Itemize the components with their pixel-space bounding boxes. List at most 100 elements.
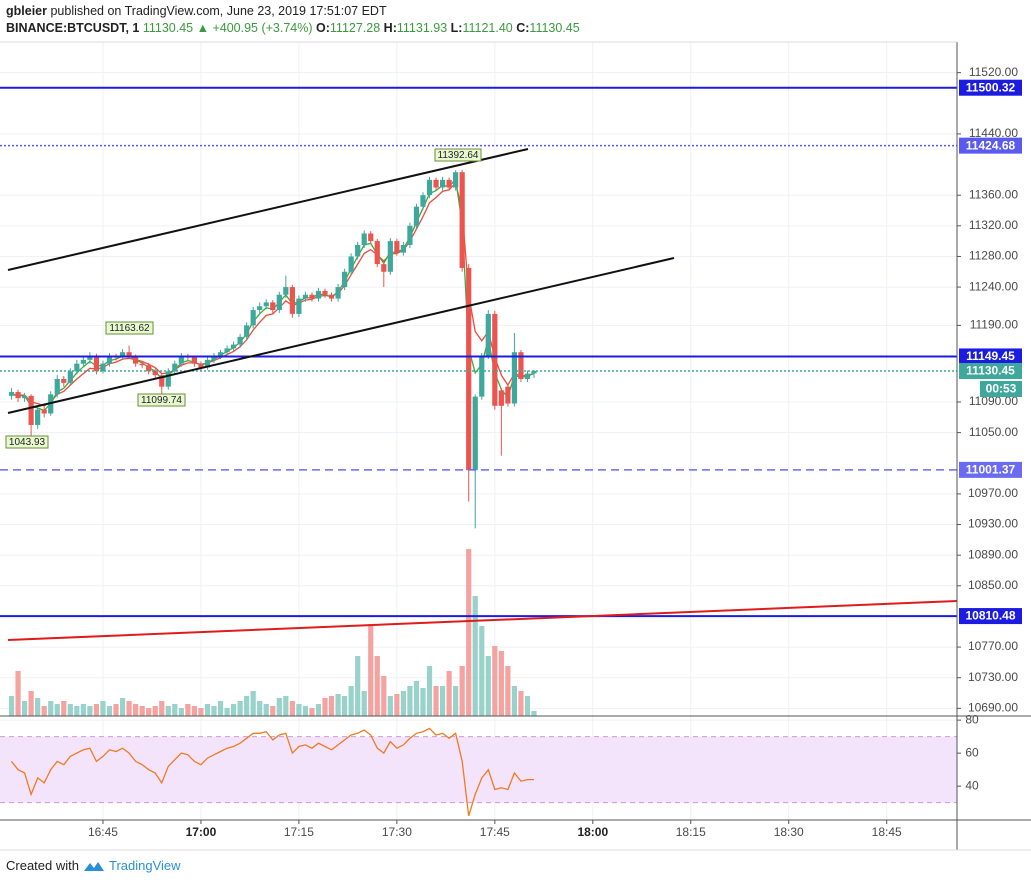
volume-bar xyxy=(133,704,139,716)
y-tick-label: 10770.00 xyxy=(968,639,1018,653)
volume-bar xyxy=(524,696,531,716)
volume-bar xyxy=(126,701,132,716)
y-tick-label: 11090.00 xyxy=(969,394,1018,408)
candle-body xyxy=(479,356,485,397)
candle-body xyxy=(453,172,459,188)
volume-bar xyxy=(498,651,504,716)
volume-bar xyxy=(119,698,126,716)
candle-body xyxy=(74,363,80,372)
price-tag xyxy=(959,362,1022,379)
candle-body xyxy=(328,294,335,299)
volume-bar xyxy=(35,698,41,716)
volume-bar xyxy=(511,686,518,716)
y-tick-label: 10930.00 xyxy=(968,517,1018,531)
volume-bar xyxy=(250,691,256,716)
candle-body xyxy=(237,336,243,345)
candle-body xyxy=(257,306,263,311)
volume-bar xyxy=(237,701,243,716)
volume-bar xyxy=(230,704,237,716)
volume-bar xyxy=(191,706,197,716)
volume-bar xyxy=(368,626,374,716)
candle-body xyxy=(198,363,204,368)
candle-body xyxy=(302,294,309,299)
y-tick-label: 11190.00 xyxy=(970,318,1019,332)
volume-bar xyxy=(178,708,184,716)
volume-bar xyxy=(439,686,446,716)
c-label: C: xyxy=(516,21,530,35)
o-label: O: xyxy=(316,21,330,35)
candle-body xyxy=(172,363,178,372)
candle-body xyxy=(374,241,380,265)
price-tag-label: 11424.68 xyxy=(966,138,1016,152)
rsi-line xyxy=(10,727,534,817)
x-tick-label: 17:00 xyxy=(186,825,217,839)
volume-bar xyxy=(270,706,276,716)
volume-bar xyxy=(309,708,315,716)
candle-body xyxy=(361,233,367,245)
volume-bar xyxy=(426,666,433,716)
annotation-box xyxy=(105,321,154,335)
footer: Created with TradingView xyxy=(6,858,181,873)
candle-body xyxy=(191,357,197,364)
price-tag xyxy=(959,79,1022,96)
candle-body xyxy=(511,352,518,404)
volume-bar xyxy=(146,708,152,716)
volume-bar xyxy=(224,708,230,716)
volume-bar xyxy=(276,698,282,716)
volume-bar xyxy=(61,701,67,716)
price-tag-label: 11500.32 xyxy=(966,80,1016,94)
volume-bar xyxy=(420,688,426,716)
published: published on TradingView.com, June 23, 2… xyxy=(50,4,387,18)
footer-text: Created with xyxy=(6,858,79,873)
candle-body xyxy=(322,290,328,295)
volume-bar xyxy=(244,696,250,716)
volume-bar xyxy=(531,711,537,716)
y-tick-label: 10690.00 xyxy=(968,701,1018,715)
volume-bar xyxy=(328,696,335,716)
volume-bar xyxy=(348,686,354,716)
trend-line xyxy=(7,257,675,414)
volume-bar xyxy=(381,676,387,716)
change: +400.95 (+3.74%) xyxy=(212,21,313,35)
change-arrow: ▲ xyxy=(196,21,209,35)
y-tick-label: 10850.00 xyxy=(968,578,1018,592)
price-tag xyxy=(959,348,1022,365)
candle-body xyxy=(41,409,47,414)
candle-body xyxy=(270,302,276,311)
volume-bar xyxy=(479,626,485,716)
ema-fast xyxy=(11,177,535,412)
candle-body xyxy=(178,356,184,364)
candle-body xyxy=(348,256,354,272)
y-tick-label: 10890.00 xyxy=(968,547,1018,561)
volume-bar xyxy=(139,706,145,716)
legend-line: BINANCE:BTCUSDT, 1 11130.45 ▲ +400.95 (+… xyxy=(6,21,580,35)
x-tick-label: 18:30 xyxy=(774,825,804,839)
candle-body xyxy=(315,290,322,299)
candle-body xyxy=(139,363,145,366)
candle-body xyxy=(8,392,15,396)
rsi-tick-label: 80 xyxy=(965,712,979,726)
volume-bar xyxy=(165,706,171,716)
x-tick-label: 18:15 xyxy=(676,825,706,839)
candle-body xyxy=(387,241,393,272)
candle-body xyxy=(466,267,472,471)
brand[interactable]: TradingView xyxy=(108,858,181,873)
volume-bar xyxy=(113,704,119,716)
candle-body xyxy=(283,287,289,295)
candle-body xyxy=(159,375,165,387)
annotation: 11392.64 xyxy=(438,150,479,161)
candle-body xyxy=(498,390,504,406)
candle-body xyxy=(93,356,100,372)
candle-body xyxy=(21,395,28,399)
volume-bar xyxy=(152,706,158,716)
candle-body xyxy=(146,365,152,372)
y-tick-label: 11320.00 xyxy=(969,218,1018,232)
volume-bar xyxy=(15,671,21,716)
candle-body xyxy=(492,313,498,406)
volume-bar xyxy=(172,704,178,716)
ema-slow xyxy=(11,181,535,407)
volume-bar xyxy=(100,701,106,716)
x-tick-label: 18:00 xyxy=(577,825,608,839)
author[interactable]: gbleier xyxy=(6,4,47,18)
candle-body xyxy=(439,179,446,188)
